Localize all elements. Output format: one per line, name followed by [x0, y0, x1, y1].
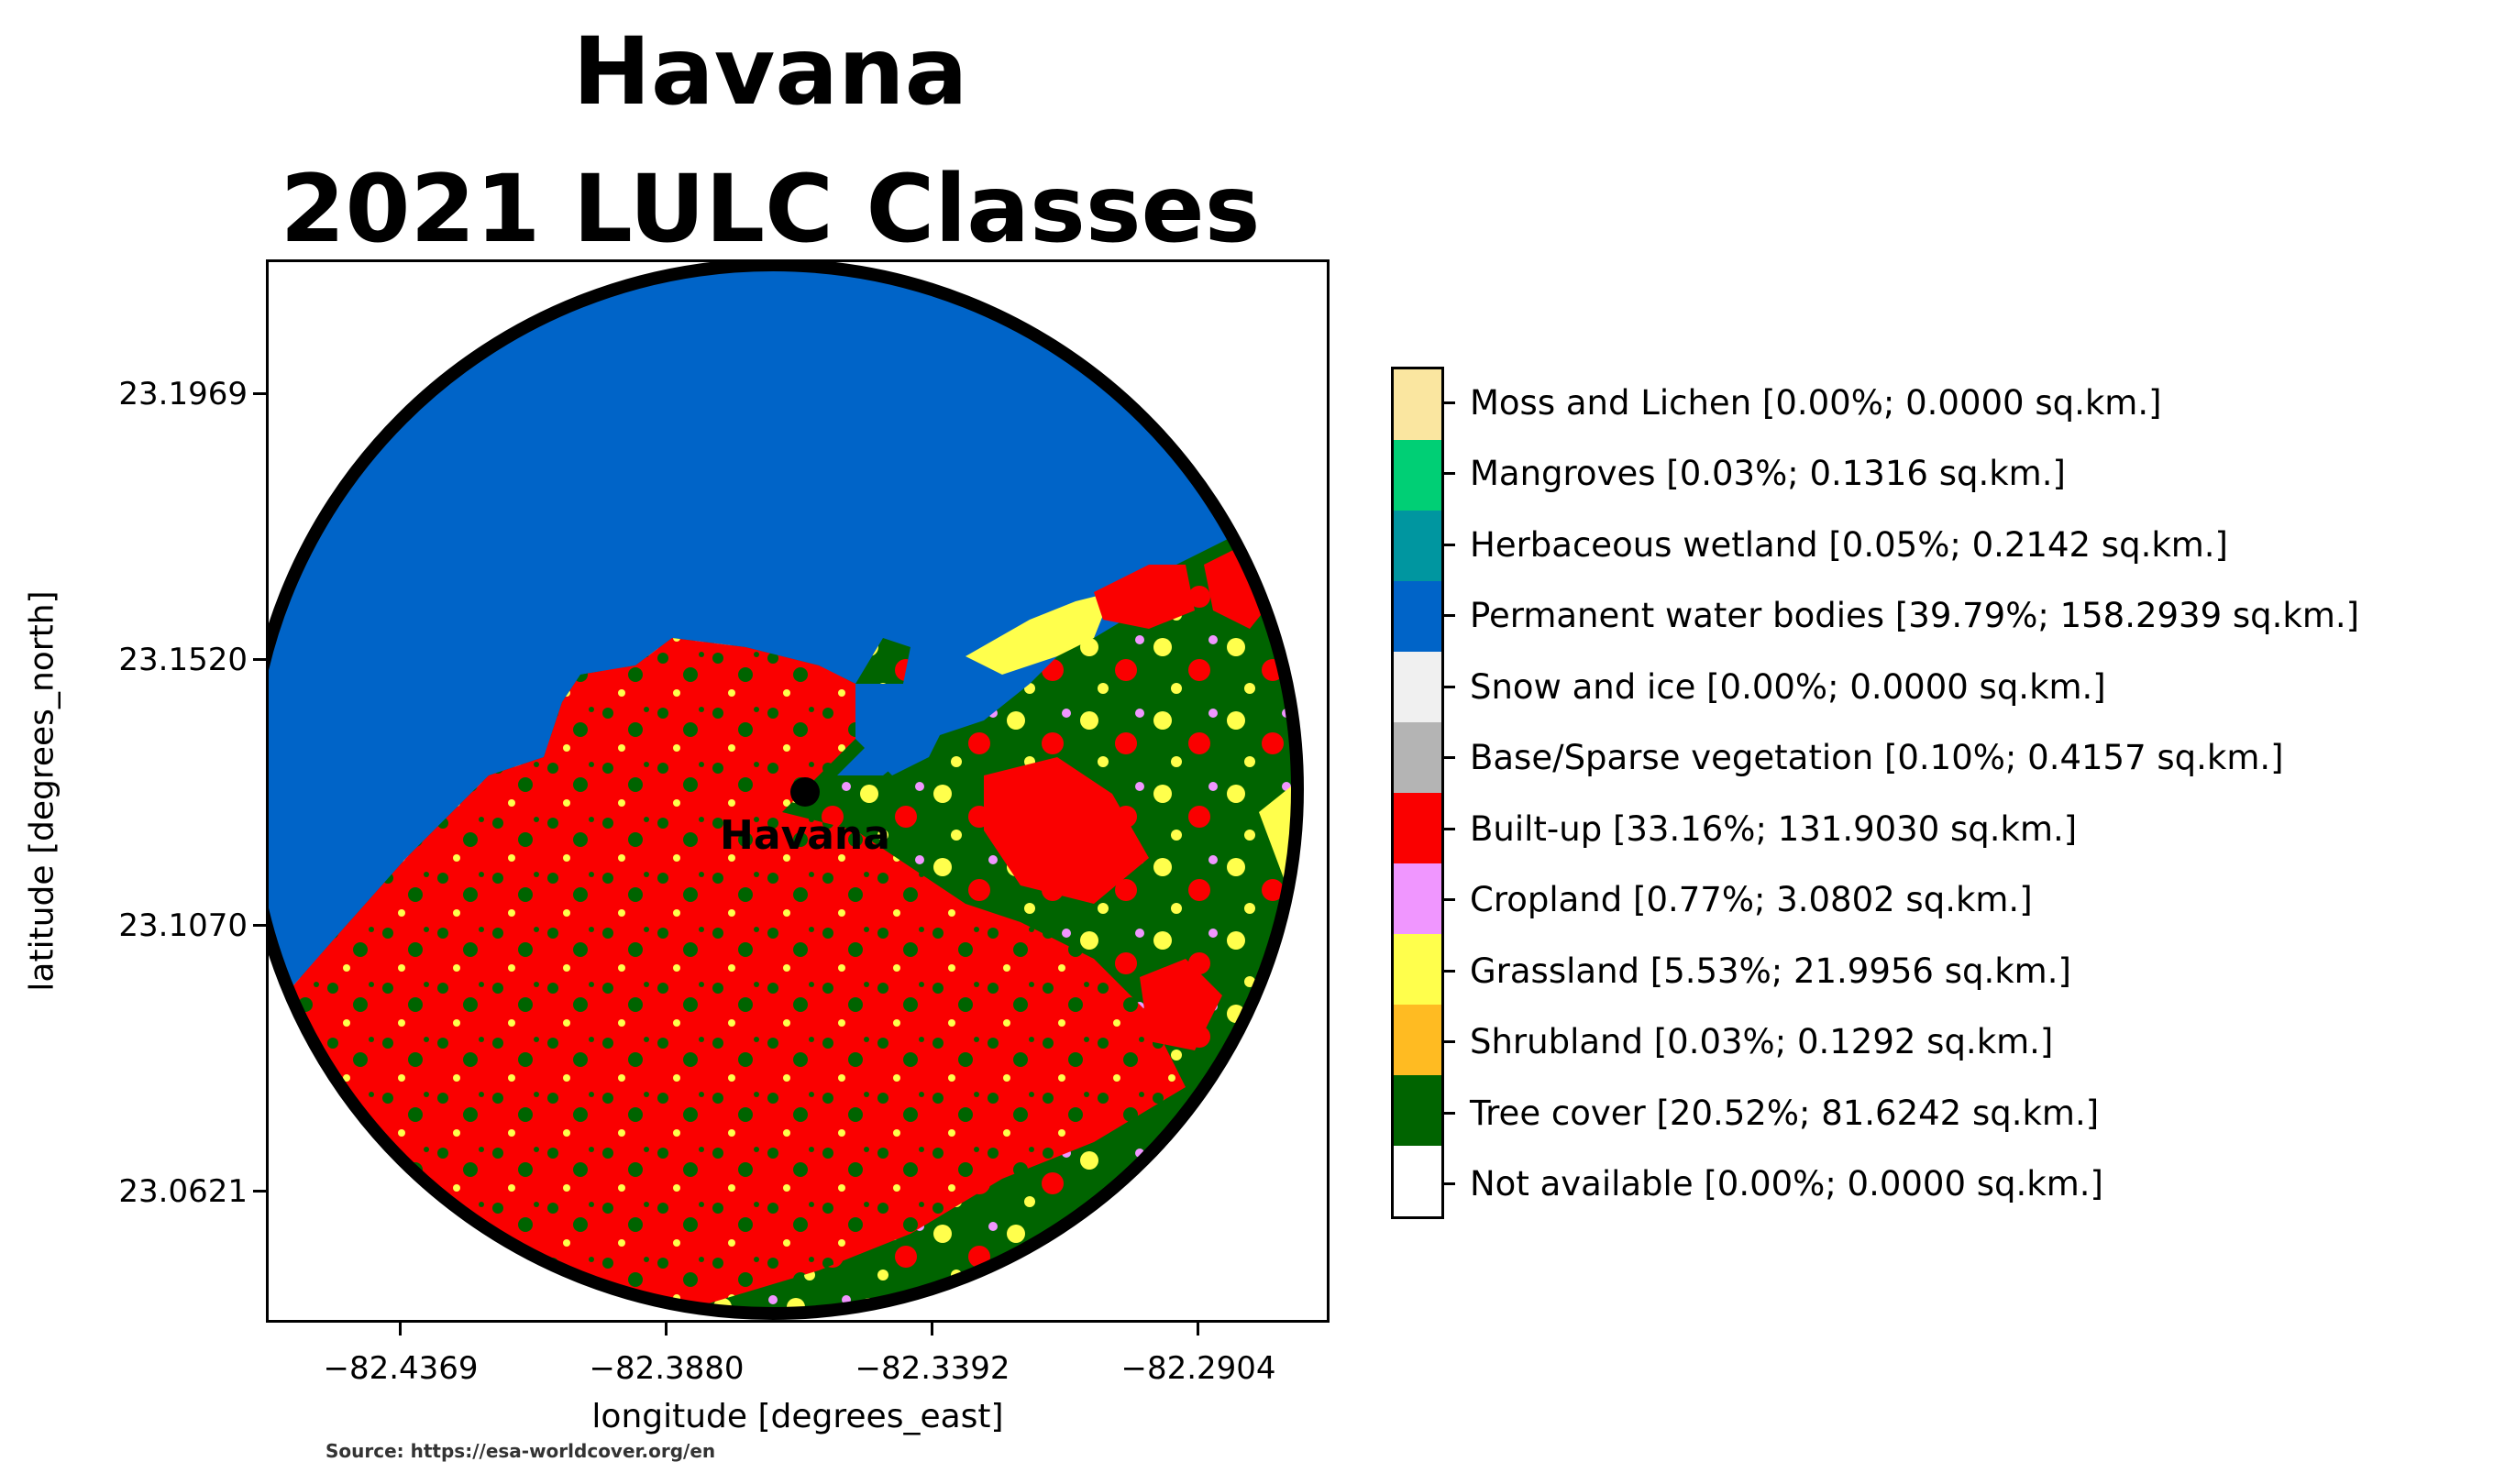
x-axis-label: longitude [degrees_east]	[591, 1398, 1004, 1435]
legend-tick	[1444, 756, 1455, 760]
legend-swatch	[1394, 934, 1441, 1005]
legend-item: Not available [0.00%; 0.0000 sq.km.]	[1444, 1149, 2103, 1219]
legend-item: Permanent water bodies [39.79%; 158.2939…	[1444, 580, 2359, 651]
legend-label: Mangroves [0.03%; 0.1316 sq.km.]	[1470, 454, 2066, 494]
legend-swatch	[1394, 793, 1441, 863]
legend-tick	[1444, 898, 1455, 902]
map-panel: Havana	[266, 259, 1330, 1323]
ytick-label: 23.1969	[118, 376, 248, 412]
legend-item: Moss and Lichen [0.00%; 0.0000 sq.km.]	[1444, 368, 2162, 438]
legend-label: Not available [0.00%; 0.0000 sq.km.]	[1470, 1164, 2103, 1204]
ytick-mark	[253, 924, 266, 927]
legend-swatch	[1394, 511, 1441, 581]
legend-label: Grassland [5.53%; 21.9956 sq.km.]	[1470, 951, 2071, 991]
city-marker	[790, 777, 820, 807]
legend-item: Grassland [5.53%; 21.9956 sq.km.]	[1444, 936, 2071, 1006]
legend-swatch	[1394, 722, 1441, 793]
legend-label: Built-up [33.16%; 131.9030 sq.km.]	[1470, 808, 2078, 849]
xtick-label: −82.3392	[855, 1350, 1010, 1387]
legend-item: Herbaceous wetland [0.05%; 0.2142 sq.km.…	[1444, 510, 2228, 580]
legend-swatch	[1394, 440, 1441, 511]
legend-tick	[1444, 401, 1455, 404]
legend-tick	[1444, 827, 1455, 830]
lulc-map: Havana	[269, 262, 1304, 1320]
map-title-line1: Havana	[572, 17, 968, 126]
legend-label: Permanent water bodies [39.79%; 158.2939…	[1470, 596, 2360, 636]
legend-tick	[1444, 543, 1455, 546]
xtick-mark	[665, 1323, 668, 1336]
legend-tick	[1444, 614, 1455, 618]
legend-label: Snow and ice [0.00%; 0.0000 sq.km.]	[1470, 666, 2106, 707]
xtick-mark	[931, 1323, 933, 1336]
legend-tick	[1444, 1111, 1455, 1115]
y-axis-label: latitude [degrees_north]	[23, 590, 61, 992]
legend-item: Mangroves [0.03%; 0.1316 sq.km.]	[1444, 438, 2066, 509]
legend-tick	[1444, 685, 1455, 688]
ytick-label: 23.0621	[118, 1173, 248, 1210]
legend-item: Shrubland [0.03%; 0.1292 sq.km.]	[1444, 1006, 2053, 1077]
legend-tick	[1444, 1040, 1455, 1044]
legend-swatch	[1394, 863, 1441, 934]
legend-item: Snow and ice [0.00%; 0.0000 sq.km.]	[1444, 652, 2106, 722]
legend-label: Tree cover [20.52%; 81.6242 sq.km.]	[1470, 1093, 2100, 1133]
ytick-mark	[253, 658, 266, 661]
xtick-mark	[1197, 1323, 1199, 1336]
legend-label: Shrubland [0.03%; 0.1292 sq.km.]	[1470, 1022, 2054, 1062]
xtick-label: −82.2904	[1120, 1350, 1276, 1387]
xtick-label: −82.3880	[589, 1350, 745, 1387]
ytick-label: 23.1070	[118, 907, 248, 944]
legend-label: Cropland [0.77%; 3.0802 sq.km.]	[1470, 880, 2033, 920]
legend-item: Base/Sparse vegetation [0.10%; 0.4157 sq…	[1444, 722, 2284, 793]
legend-colorbar	[1391, 367, 1444, 1219]
ytick-mark	[253, 1190, 266, 1193]
legend-swatch	[1394, 1005, 1441, 1075]
legend-tick	[1444, 472, 1455, 476]
xtick-mark	[399, 1323, 402, 1336]
ytick-label: 23.1520	[118, 642, 248, 678]
city-label: Havana	[720, 812, 890, 859]
legend-swatch	[1394, 1075, 1441, 1146]
ytick-mark	[253, 392, 266, 395]
legend-item: Cropland [0.77%; 3.0802 sq.km.]	[1444, 864, 2033, 935]
xtick-label: −82.4369	[323, 1350, 479, 1387]
source-note: Source: https://esa-worldcover.org/en	[326, 1440, 716, 1462]
legend-item: Built-up [33.16%; 131.9030 sq.km.]	[1444, 794, 2077, 864]
legend-label: Herbaceous wetland [0.05%; 0.2142 sq.km.…	[1470, 524, 2228, 565]
legend-tick	[1444, 1182, 1455, 1186]
legend-swatch	[1394, 369, 1441, 440]
legend-swatch	[1394, 1146, 1441, 1216]
legend-item: Tree cover [20.52%; 81.6242 sq.km.]	[1444, 1078, 2099, 1149]
map-title-line2: 2021 LULC Classes	[280, 155, 1261, 264]
legend-label: Moss and Lichen [0.00%; 0.0000 sq.km.]	[1470, 382, 2162, 423]
legend-label: Base/Sparse vegetation [0.10%; 0.4157 sq…	[1470, 738, 2284, 778]
legend-swatch	[1394, 581, 1441, 652]
legend-tick	[1444, 969, 1455, 973]
legend-swatch	[1394, 652, 1441, 722]
